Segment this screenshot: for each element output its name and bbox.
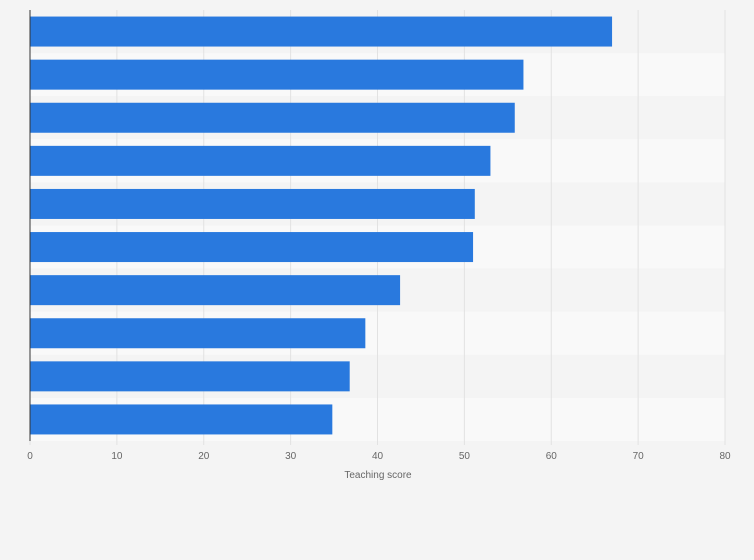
bar: [30, 275, 401, 306]
bars: [30, 16, 613, 435]
x-tick-label: 0: [27, 451, 33, 462]
x-tick-label: 70: [633, 451, 645, 462]
x-tick-labels: 0 10 20 30 40 50 60 70 80: [27, 451, 731, 462]
x-tick-label: 30: [285, 451, 297, 462]
bar: [30, 318, 366, 349]
x-tick-label: 80: [719, 451, 731, 462]
bar: [30, 188, 475, 219]
x-tick-label: 20: [198, 451, 210, 462]
bar: [30, 102, 515, 133]
bar: [30, 232, 474, 263]
bar: [30, 59, 524, 90]
x-axis-title: Teaching score: [344, 470, 412, 481]
bar: [30, 361, 350, 392]
bar: [30, 16, 613, 47]
bar: [30, 145, 491, 176]
bar: [30, 404, 333, 435]
x-tick-label: 40: [372, 451, 384, 462]
x-tick-label: 60: [546, 451, 558, 462]
x-tick-label: 10: [111, 451, 123, 462]
x-tick-label: 50: [459, 451, 471, 462]
